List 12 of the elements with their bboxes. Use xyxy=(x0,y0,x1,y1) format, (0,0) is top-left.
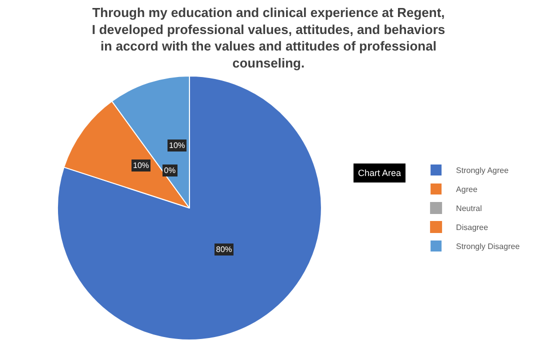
data-label: 80% xyxy=(216,245,232,254)
legend-label: Strongly Agree xyxy=(456,166,510,176)
chart-title: Through my education and clinical experience at Regent, I developed professional values, attitudes, and behaviors in accord with the values and attitudes of professional counseling. xyxy=(92,4,446,71)
data-label: 10% xyxy=(133,161,150,170)
data-label: 10% xyxy=(169,141,186,150)
legend-label: Disagree xyxy=(456,223,489,232)
text: Chart Area xyxy=(358,168,402,178)
legend-label: Agree xyxy=(456,185,478,194)
legend-label: Strongly Disagree xyxy=(456,242,520,252)
text: 0% xyxy=(164,166,176,175)
legend-label: Neutral xyxy=(456,204,482,214)
pie-slice xyxy=(57,76,322,340)
